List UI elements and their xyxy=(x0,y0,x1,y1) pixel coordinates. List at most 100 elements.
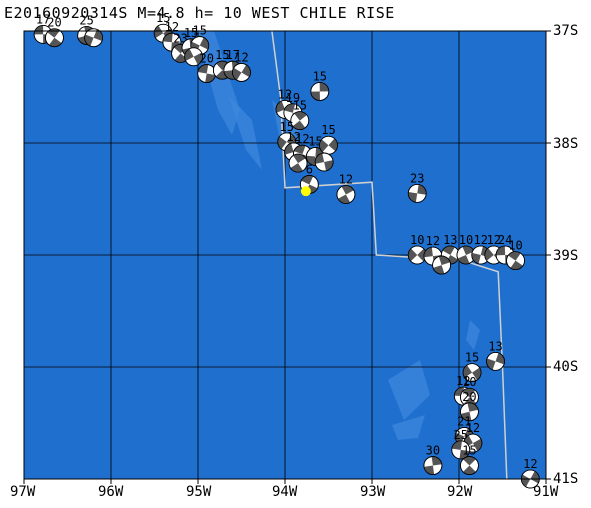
focal-mechanism: 10 xyxy=(456,233,476,265)
beachball-compression xyxy=(184,48,194,61)
depth-label: 6 xyxy=(306,162,313,176)
depth-label: 15 xyxy=(313,69,327,83)
beachball-compression xyxy=(310,91,320,101)
beachball-compression xyxy=(294,111,307,121)
beachball-outline xyxy=(45,28,64,48)
depth-label: 12 xyxy=(295,132,309,146)
beachball-compression xyxy=(199,37,209,50)
lat-label-38s: 38S xyxy=(553,136,579,152)
beachball-compression xyxy=(154,25,164,39)
depth-label: 15 xyxy=(321,123,335,137)
depth-label: 10 xyxy=(410,233,424,247)
depth-label: 15 xyxy=(293,99,307,113)
depth-label: 15 xyxy=(465,351,479,365)
beachball-compression xyxy=(467,402,479,412)
focal-mechanism: 15 xyxy=(460,444,479,475)
focal-mechanism: 20 xyxy=(460,390,479,422)
focal-mechanism: 25 xyxy=(451,428,471,460)
beachball-compression xyxy=(530,471,540,484)
focal-mechanism: 15 xyxy=(462,351,482,383)
focal-mechanism: 15 xyxy=(212,48,232,80)
beachball-compression xyxy=(319,82,329,92)
beachball-compression xyxy=(462,246,475,255)
beachball-compression xyxy=(216,61,229,71)
beachball-outline xyxy=(336,185,356,204)
depth-label: 24 xyxy=(498,233,512,247)
beachball-compression xyxy=(215,70,229,80)
lon-label-92w: 92W xyxy=(447,484,473,500)
beachball-outline xyxy=(432,255,452,275)
beachball-compression xyxy=(319,139,329,153)
depth-label: 12 xyxy=(466,421,480,435)
map-title: E20160920314S M=4.8 h= 10 WEST CHILE RIS… xyxy=(4,4,395,22)
beachball-compression xyxy=(496,246,506,256)
depth-label: 21 xyxy=(457,414,471,428)
beachball-compression xyxy=(417,184,427,195)
lon-label-95w: 95W xyxy=(186,484,212,500)
beachball-compression xyxy=(341,185,354,195)
depth-label: 23 xyxy=(410,171,424,185)
seafloor-shoal xyxy=(466,320,480,350)
lon-label-97w: 97W xyxy=(10,484,36,500)
beachball-outline xyxy=(451,440,471,460)
focal-mechanism xyxy=(314,152,334,172)
beachball-compression xyxy=(306,155,316,166)
depth-label: 12 xyxy=(426,234,440,248)
beachball-compression xyxy=(293,154,306,164)
depth-label: 13 xyxy=(488,339,502,353)
depth-label: 12 xyxy=(339,173,353,187)
beachball-compression xyxy=(463,456,476,466)
depth-label: 20 xyxy=(47,16,61,30)
beachball-compression xyxy=(472,438,482,452)
ridge-plate-boundary xyxy=(271,30,508,480)
depth-label: 15 xyxy=(156,11,170,25)
beachball-outline xyxy=(407,183,427,203)
beachball-compression xyxy=(451,440,462,450)
beachball-compression xyxy=(442,246,455,255)
focal-mechanism: 10 xyxy=(407,233,427,265)
beachball-compression xyxy=(510,260,523,270)
depth-label: 12 xyxy=(487,233,501,247)
beachball-compression xyxy=(34,25,44,35)
seafloor-shoal xyxy=(392,415,425,440)
beachball-outline xyxy=(460,402,479,422)
beachball-compression xyxy=(508,251,521,261)
focal-mechanism: 12 xyxy=(232,50,251,82)
beachball-compression xyxy=(301,175,314,185)
beachball-outline xyxy=(423,456,443,475)
beachball-compression xyxy=(162,33,173,43)
beachball-outline xyxy=(84,28,103,48)
focal-mechanism xyxy=(84,28,103,48)
beachball-compression xyxy=(408,191,418,203)
beachball-outline xyxy=(486,351,505,371)
beachball-compression xyxy=(423,247,433,258)
focal-mechanism: 15 xyxy=(310,69,330,101)
beachball-compression xyxy=(408,248,418,262)
seafloor-shoal xyxy=(228,95,262,170)
beachball-compression xyxy=(471,252,481,264)
focal-mechanism: 23 xyxy=(407,171,427,203)
beachball-compression xyxy=(337,194,351,204)
depth-label: 12 xyxy=(474,233,488,247)
lon-label-93w: 93W xyxy=(360,484,386,500)
beachball-compression xyxy=(241,64,251,78)
depth-label: 13 xyxy=(443,233,457,247)
focal-mechanism: 15 xyxy=(290,99,310,130)
seafloor-shoal xyxy=(196,31,240,135)
focal-mechanism xyxy=(288,153,308,173)
beachball-compression xyxy=(315,153,325,164)
lat-label-40s: 40S xyxy=(553,359,579,375)
depth-label: 10 xyxy=(508,239,522,253)
beachball-compression xyxy=(290,163,303,173)
beachball-compression xyxy=(463,465,476,475)
beachball-compression xyxy=(472,367,482,381)
beachball-compression xyxy=(205,73,216,83)
depth-label: 15 xyxy=(462,444,476,458)
depth-label: 12 xyxy=(286,130,300,144)
beachball-outline xyxy=(314,152,334,172)
depth-label: 30 xyxy=(426,444,440,458)
depth-label: 15 xyxy=(308,134,322,148)
beachball-outline xyxy=(232,63,251,82)
